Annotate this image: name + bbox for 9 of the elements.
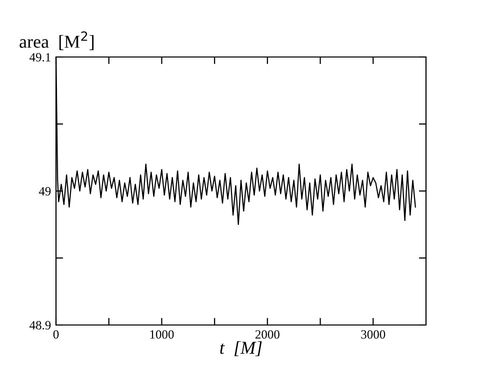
x-tick-label: 0 bbox=[53, 330, 59, 339]
x-tick-label: 3000 bbox=[361, 330, 386, 339]
y-tick-label: 49 bbox=[38, 187, 51, 196]
y-axis-title: area [M$^{2}$] bbox=[20, 31, 94, 50]
x-tick-label: 2000 bbox=[255, 330, 280, 339]
y-tick-label: 48.9 bbox=[30, 321, 51, 330]
x-axis-title: t [M] bbox=[220, 341, 262, 356]
y-tick-label: 49.1 bbox=[30, 53, 50, 62]
x-tick-label: 1000 bbox=[150, 330, 174, 339]
